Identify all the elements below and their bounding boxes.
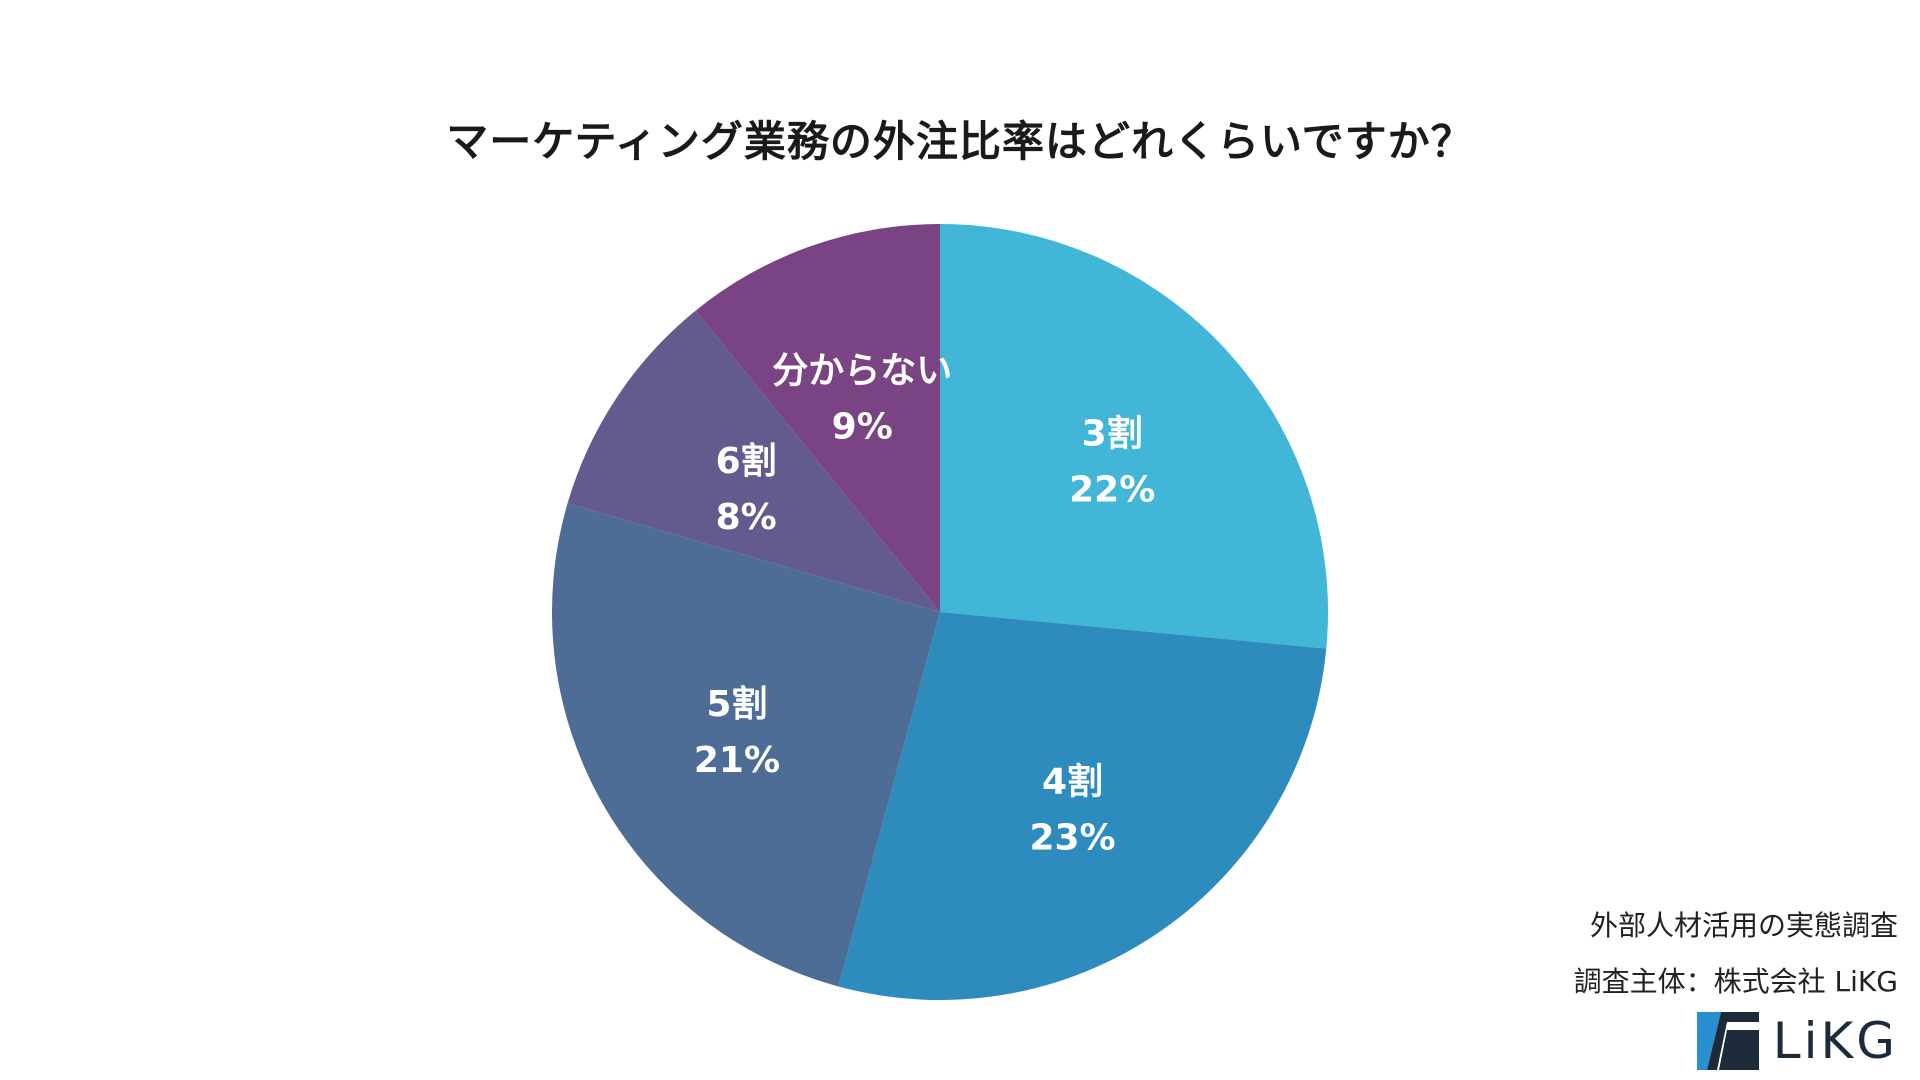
survey-name: 外部人材活用の実態調査	[1589, 909, 1898, 942]
slice-category-label-2: 5割	[706, 684, 767, 725]
survey-sponsor: 調査主体：株式会社 LiKG	[1573, 965, 1898, 998]
chart-title: マーケティング業務の外注比率はどれくらいですか？	[446, 117, 1474, 166]
slice-value-label-0: 22%	[1069, 469, 1155, 510]
likg-logo: LiKG	[1696, 1012, 1898, 1070]
slice-category-label-3: 6割	[716, 441, 777, 482]
slice-value-label-1: 23%	[1029, 817, 1115, 858]
pie-slice-3	[567, 310, 940, 612]
slice-category-label-0: 3割	[1082, 413, 1143, 454]
slice-value-label-4: 9%	[832, 407, 893, 448]
slice-category-label-4: 分からない	[772, 351, 952, 392]
pie-slice-4	[695, 224, 940, 612]
pie-slice-1	[838, 612, 1327, 1000]
likg-logo-icon	[1696, 1012, 1759, 1070]
slice-value-label-2: 21%	[694, 740, 780, 781]
slice-value-label-3: 8%	[716, 497, 777, 538]
logo-text: LiKG	[1772, 1012, 1898, 1070]
pie-slice-0	[940, 224, 1328, 649]
pie-slice-2	[552, 503, 940, 987]
slice-category-label-1: 4割	[1042, 761, 1103, 802]
